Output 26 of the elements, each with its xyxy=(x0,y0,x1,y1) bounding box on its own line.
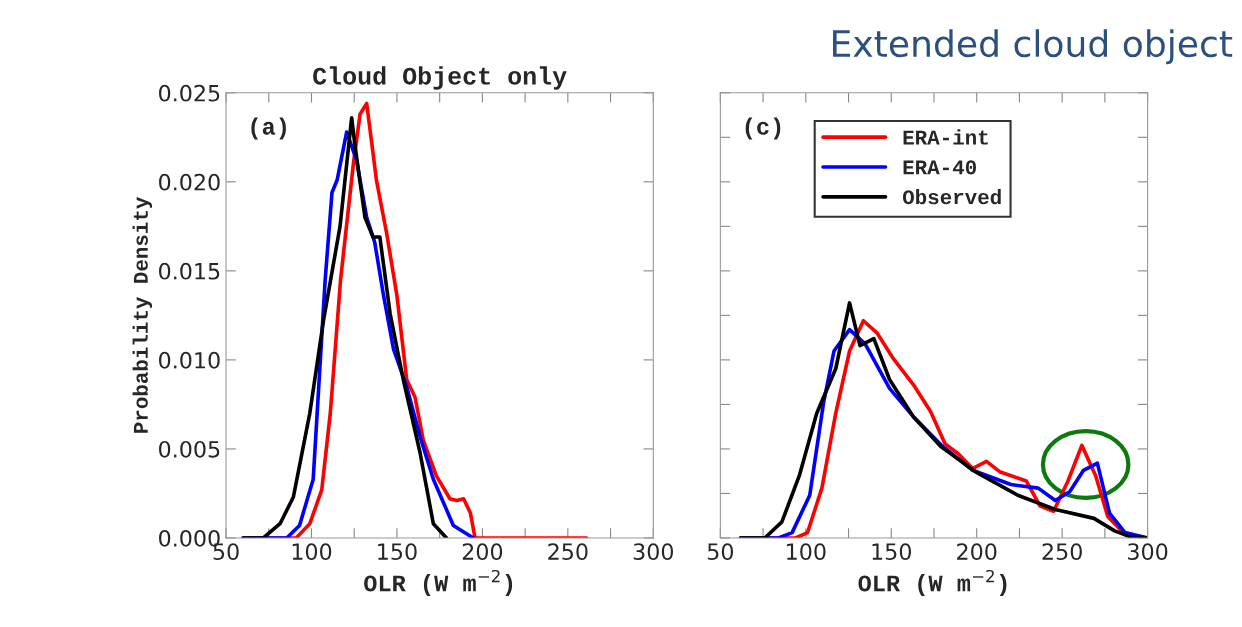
chart-title: Cloud Object only xyxy=(313,66,567,90)
y-tick-label: 0.010 xyxy=(159,351,220,369)
x-axis-title: OLR (W m$^{−2}$) xyxy=(364,569,513,597)
x-tick-label: 200 xyxy=(957,543,997,561)
x-tick-label: 300 xyxy=(1128,543,1168,561)
y-tick-label: 0.015 xyxy=(159,262,220,280)
x-tick-label: 250 xyxy=(1042,543,1082,561)
x-tick-label: 100 xyxy=(292,543,332,561)
legend-label: Observed xyxy=(902,189,1001,205)
annotation: (c) xyxy=(745,117,781,140)
y-tick-label: 0.005 xyxy=(159,440,220,458)
x-tick-label: 200 xyxy=(462,543,503,561)
y-axis-title: Probability Density xyxy=(132,197,153,433)
x-tick-label: 50 xyxy=(707,543,734,561)
y-tick-label: 0.025 xyxy=(159,84,220,102)
x-tick-label: 150 xyxy=(378,543,417,561)
chart-title: Extended cloud object xyxy=(833,29,1233,65)
x-tick-label: 250 xyxy=(548,543,588,561)
legend-label: ERA-int xyxy=(903,129,988,145)
annotation: (a) xyxy=(251,117,286,140)
legend-label: ERA-40 xyxy=(903,160,976,175)
x-tick-label: 150 xyxy=(872,543,911,561)
x-tick-label: 100 xyxy=(787,543,826,561)
x-tick-label: 300 xyxy=(633,543,674,561)
x-axis-title: OLR (W m$^{−2}$) xyxy=(858,569,1007,597)
y-tick-label: 0.020 xyxy=(159,173,220,191)
